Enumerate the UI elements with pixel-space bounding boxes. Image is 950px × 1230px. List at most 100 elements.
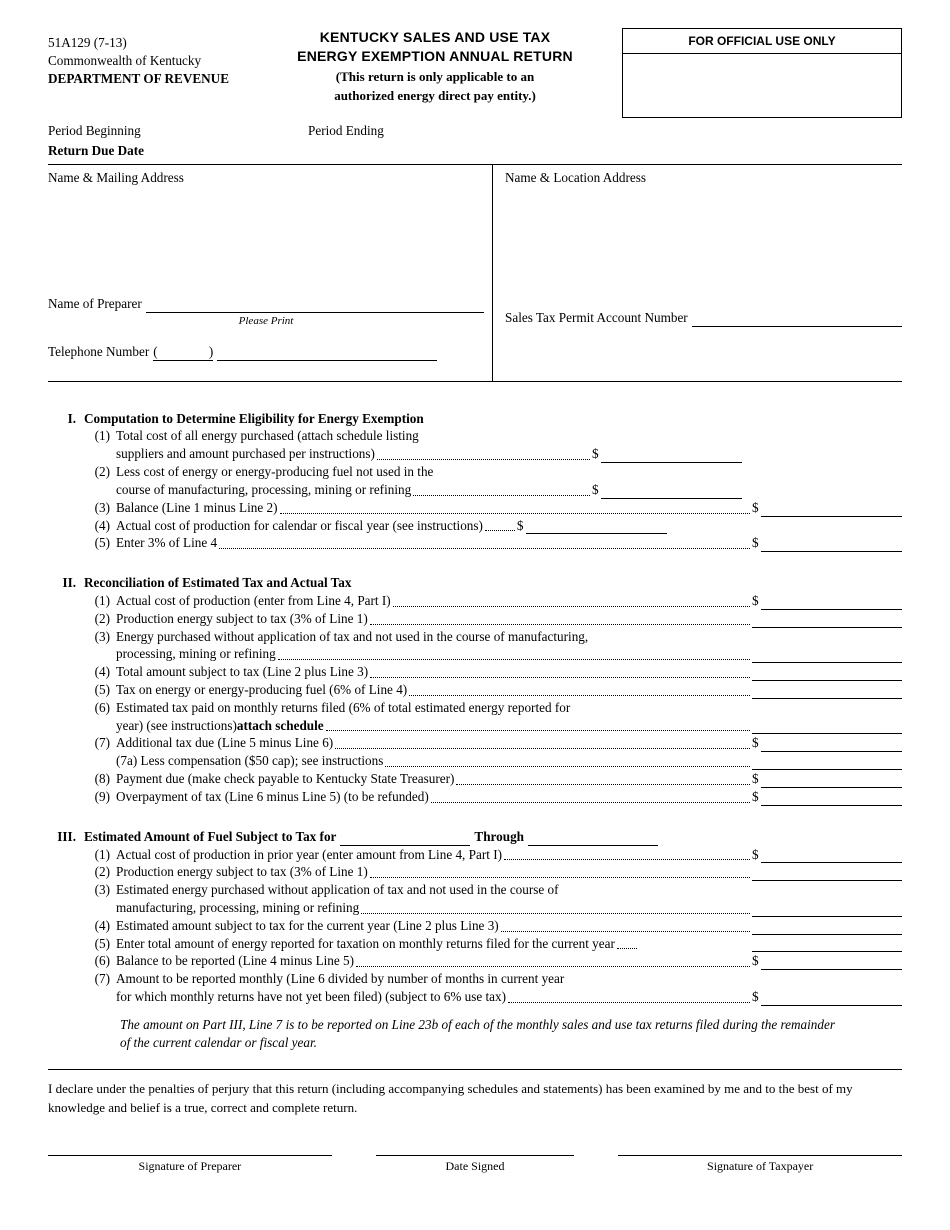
s2-l3-num: (3) [48,628,116,646]
s1-l4-amount[interactable] [526,521,667,534]
s3-l5-amount[interactable] [752,939,902,952]
permit-line: Sales Tax Permit Account Number [505,309,902,327]
s3-l2-amount[interactable] [752,868,902,881]
s2-l4: Total amount subject to tax (Line 2 plus… [116,663,368,681]
s2-l7: Additional tax due (Line 5 minus Line 6) [116,734,333,752]
s3-l4-num: (4) [48,917,116,935]
section-2-title: Reconciliation of Estimated Tax and Actu… [84,574,351,592]
form-number: 51A129 (7-13) [48,34,248,52]
telephone-area-input[interactable] [153,345,213,361]
s2-l3-amount[interactable] [752,650,902,663]
s2-l8-amount[interactable] [761,775,902,788]
s2-l5: Tax on energy or energy-producing fuel (… [116,681,407,699]
s3-l3b: manufacturing, processing, mining or ref… [116,899,359,917]
s2-l1-amount[interactable] [761,597,902,610]
s2-l6-amount[interactable] [752,721,902,734]
s1-l5-num: (5) [48,534,116,552]
please-print-hint: Please Print [48,314,484,329]
signature-row: Signature of Preparer Date Signed Signat… [48,1155,902,1174]
s1-l2-amount[interactable] [601,486,742,499]
permit-input[interactable] [692,313,902,327]
s2-l1-num: (1) [48,592,116,610]
period-beginning-label: Period Beginning [48,122,308,140]
header-left: 51A129 (7-13) Commonwealth of Kentucky D… [48,28,248,87]
s2-l3a: Energy purchased without application of … [116,629,588,644]
return-due-label: Return Due Date [48,142,902,160]
s3-l4-amount[interactable] [752,922,902,935]
section-1-title: Computation to Determine Eligibility for… [84,410,424,428]
s2-l7a-amount[interactable] [752,757,902,770]
s1-l1a: Total cost of all energy purchased (atta… [116,428,419,443]
official-use-box: FOR OFFICIAL USE ONLY [622,28,902,118]
section-3-title-b: Through [474,828,524,846]
s1-l5: Enter 3% of Line 4 [116,534,217,552]
s2-l5-num: (5) [48,681,116,699]
signature-taxpayer[interactable]: Signature of Taxpayer [618,1155,902,1174]
telephone-line: Telephone Number [48,343,484,361]
form-subtitle-1: (This return is only applicable to an [260,68,610,86]
s3-through-input[interactable] [528,833,658,846]
s3-l1-amount[interactable] [761,850,902,863]
s2-l8-num: (8) [48,770,116,788]
s2-l7-amount[interactable] [761,739,902,752]
section-3: III. Estimated Amount of Fuel Subject to… [48,828,902,1052]
telephone-label: Telephone Number [48,343,149,361]
s3-l1: Actual cost of production in prior year … [116,846,502,864]
s3-l5-num: (5) [48,935,116,953]
period-ending-label: Period Ending [308,122,384,140]
header-right: FOR OFFICIAL USE ONLY [622,28,902,118]
s2-l6-num: (6) [48,699,116,717]
s2-l5-amount[interactable] [752,686,902,699]
s2-l8: Payment due (make check payable to Kentu… [116,770,454,788]
s3-l6-num: (6) [48,952,116,970]
s1-l2b: course of manufacturing, processing, min… [116,481,411,499]
s1-l1b: suppliers and amount purchased per instr… [116,445,375,463]
s2-l2-num: (2) [48,610,116,628]
telephone-number-input[interactable] [217,345,437,361]
form-header: 51A129 (7-13) Commonwealth of Kentucky D… [48,28,902,118]
s3-l6: Balance to be reported (Line 4 minus Lin… [116,952,354,970]
section-3-roman: III. [48,828,84,846]
name-location-label: Name & Location Address [505,169,902,187]
section-3-note: The amount on Part III, Line 7 is to be … [120,1016,902,1052]
s1-l5-amount[interactable] [761,539,902,552]
s2-l2: Production energy subject to tax (3% of … [116,610,368,628]
s1-l2-num: (2) [48,463,116,481]
form-subtitle-2: authorized energy direct pay entity.) [260,87,610,105]
s3-l2-num: (2) [48,863,116,881]
preparer-input[interactable] [146,299,484,313]
form-title-1: KENTUCKY SALES AND USE TAX [260,28,610,47]
s3-l7b: for which monthly returns have not yet b… [116,988,506,1006]
declaration-text: I declare under the penalties of perjury… [48,1069,902,1116]
permit-label: Sales Tax Permit Account Number [505,309,688,327]
s3-l4: Estimated amount subject to tax for the … [116,917,499,935]
s3-l5: Enter total amount of energy reported fo… [116,935,615,953]
s2-l9-num: (9) [48,788,116,806]
s2-l4-amount[interactable] [752,668,902,681]
preparer-label: Name of Preparer [48,295,142,313]
s3-l3-amount[interactable] [752,904,902,917]
s2-l6a: Estimated tax paid on monthly returns fi… [116,700,570,715]
s1-l4: Actual cost of production for calendar o… [116,517,483,535]
s1-l1-amount[interactable] [601,450,742,463]
address-grid: Name & Mailing Address Name of Preparer … [48,164,902,382]
s3-l1-num: (1) [48,846,116,864]
s1-l3-amount[interactable] [761,504,902,517]
s3-from-input[interactable] [340,833,470,846]
s3-l7-amount[interactable] [761,993,902,1006]
signature-date[interactable]: Date Signed [376,1155,575,1174]
s3-l3-num: (3) [48,881,116,899]
s1-l3: Balance (Line 1 minus Line 2) [116,499,278,517]
s2-l9-amount[interactable] [761,793,902,806]
signature-preparer[interactable]: Signature of Preparer [48,1155,332,1174]
s2-l9: Overpayment of tax (Line 6 minus Line 5)… [116,788,429,806]
s2-l7a: (7a) Less compensation ($50 cap); see in… [116,752,383,770]
section-2: II. Reconciliation of Estimated Tax and … [48,574,902,806]
s2-l1: Actual cost of production (enter from Li… [116,592,391,610]
section-2-roman: II. [48,574,84,592]
section-1: I. Computation to Determine Eligibility … [48,410,902,553]
s3-l6-amount[interactable] [761,957,902,970]
section-1-roman: I. [48,410,84,428]
name-mailing-label: Name & Mailing Address [48,169,484,187]
s2-l2-amount[interactable] [752,615,902,628]
